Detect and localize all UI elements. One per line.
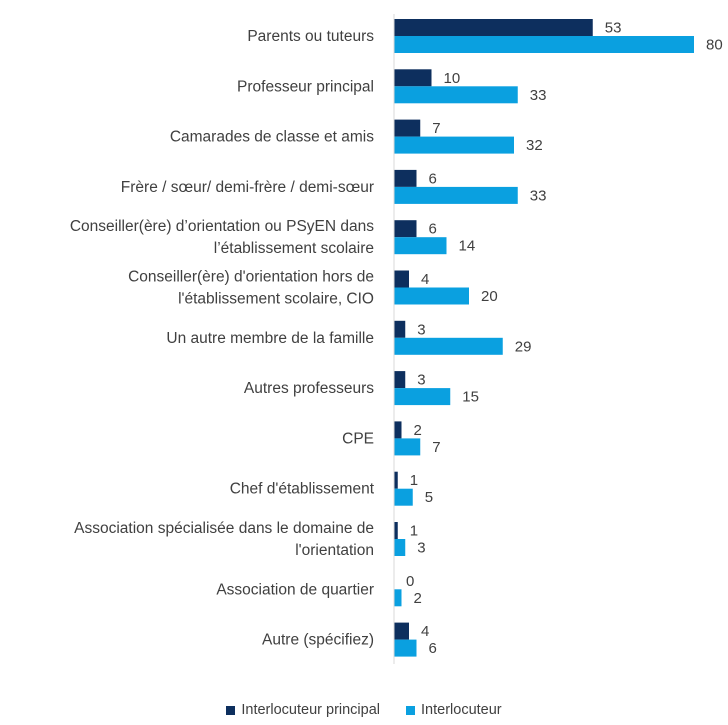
category-label-2: Professeur principal <box>237 78 374 95</box>
bar-series-2-cat-4 <box>394 186 518 204</box>
category-label-8: Autres professeurs <box>244 380 374 397</box>
category-label-1: Parents ou tuteurs <box>247 28 374 45</box>
bar-series-1-cat-10 <box>394 471 398 489</box>
category-label-7-line-1: Un autre membre de la famille <box>166 330 374 347</box>
category-label-3-line-1: Camarades de classe et amis <box>170 129 374 146</box>
bar-series-1-cat-11 <box>394 522 398 539</box>
category-label-11-line-1: Association spécialisée dans le domaine … <box>74 520 374 537</box>
legend-swatch-series-1 <box>226 705 236 715</box>
bar-series-2-cat-2 <box>394 86 518 104</box>
category-label-5-line-1: Conseiller(ère) d’orientation ou PSyEN d… <box>70 218 374 235</box>
data-label-series-2-cat-8: 15 <box>462 389 479 406</box>
bar-series-1-cat-13 <box>394 622 409 640</box>
data-label-series-1-cat-2: 10 <box>444 70 461 87</box>
data-label-series-2-cat-11: 3 <box>417 540 425 557</box>
category-label-6-line-2: l'établissement scolaire, CIO <box>178 291 374 308</box>
category-labels: Parents ou tuteurs Professeur principal Ca… <box>70 28 375 649</box>
data-label-series-1-cat-9: 2 <box>414 422 422 439</box>
legend-label-series-1: Interlocuteur principal <box>241 702 381 718</box>
category-label-9: CPE <box>342 430 374 447</box>
bar-series-2-cat-13 <box>394 639 417 657</box>
bar-series-2-cat-1 <box>394 36 694 53</box>
bar-series-1-cat-8 <box>394 371 406 389</box>
category-label-8-line-1: Autres professeurs <box>244 380 374 397</box>
bar-series-1-cat-3 <box>394 119 421 137</box>
bar-series-1-cat-4 <box>394 169 417 187</box>
data-label-series-2-cat-6: 20 <box>481 288 498 305</box>
bar-series-2-cat-7 <box>394 337 503 355</box>
category-label-5-line-2: l’établissement scolaire <box>214 240 374 257</box>
category-label-6-line-1: Conseiller(ère) d'orientation hors de <box>128 269 374 286</box>
bar-series-1-cat-2 <box>394 69 432 87</box>
data-label-series-1-cat-8: 3 <box>417 372 425 389</box>
data-label-series-1-cat-6: 4 <box>421 271 429 288</box>
legend: Interlocuteur principal Interlocuteur <box>0 702 728 718</box>
category-label-3: Camarades de classe et amis <box>170 129 374 146</box>
category-label-9-line-1: CPE <box>342 430 374 447</box>
data-label-series-1-cat-11: 1 <box>410 523 418 540</box>
category-label-11-line-2: l'orientation <box>295 542 374 559</box>
bar-series-1-cat-7 <box>394 320 406 338</box>
category-label-6: Conseiller(ère) d'orientation hors de l'é… <box>128 269 374 308</box>
category-label-13-line-1: Autre (spécifiez) <box>262 632 374 649</box>
category-label-10-line-1: Chef d'établissement <box>230 481 375 498</box>
data-label-series-1-cat-10: 1 <box>410 472 418 489</box>
legend-label-series-2: Interlocuteur <box>421 702 502 718</box>
category-label-5: Conseiller(ère) d’orientation ou PSyEN d… <box>70 218 374 257</box>
bar-series-2-cat-6 <box>394 287 469 305</box>
category-label-1-line-1: Parents ou tuteurs <box>247 28 374 45</box>
bar-series-1-cat-1 <box>394 19 593 36</box>
bar-series-1-cat-6 <box>394 270 409 288</box>
category-label-4-line-1: Frère / sœur/ demi-frère / demi-sœur <box>121 179 374 196</box>
legend-swatch-series-2 <box>406 705 416 715</box>
bar-series-2-cat-9 <box>394 438 421 456</box>
data-label-series-2-cat-5: 14 <box>459 238 476 255</box>
data-label-series-2-cat-13: 6 <box>429 640 437 657</box>
category-label-7: Un autre membre de la famille <box>166 330 374 347</box>
bar-series-2-cat-11 <box>394 539 406 556</box>
data-label-series-1-cat-12: 0 <box>406 573 414 590</box>
data-label-series-2-cat-12: 2 <box>414 590 422 607</box>
category-label-12-line-1: Association de quartier <box>216 581 374 598</box>
data-label-series-2-cat-3: 32 <box>526 137 543 154</box>
category-label-2-line-1: Professeur principal <box>237 78 374 95</box>
data-label-series-2-cat-10: 5 <box>425 489 433 506</box>
data-label-series-1-cat-5: 6 <box>429 221 437 238</box>
bar-series-1-cat-5 <box>394 220 417 238</box>
data-label-series-1-cat-3: 7 <box>432 120 440 137</box>
data-label-series-2-cat-9: 7 <box>432 439 440 456</box>
bar-series-2-cat-8 <box>394 388 451 406</box>
bar-series-2-cat-12 <box>394 589 402 607</box>
legend-item-series-2: Interlocuteur <box>406 702 502 718</box>
data-label-series-1-cat-13: 4 <box>421 623 429 640</box>
data-label-series-1-cat-4: 6 <box>429 170 437 187</box>
bar-series-2-cat-10 <box>394 488 413 506</box>
category-label-10: Chef d'établissement <box>230 481 375 498</box>
bar-series-1-cat-9 <box>394 421 402 439</box>
data-label-series-2-cat-2: 33 <box>530 87 547 104</box>
category-label-13: Autre (spécifiez) <box>262 632 374 649</box>
legend-item-series-1: Interlocuteur principal <box>226 702 380 718</box>
data-label-series-1-cat-7: 3 <box>417 321 425 338</box>
category-label-4: Frère / sœur/ demi-frère / demi-sœur <box>121 179 374 196</box>
data-label-series-2-cat-7: 29 <box>515 338 532 355</box>
data-label-series-1-cat-1: 53 <box>605 20 622 37</box>
data-label-series-2-cat-4: 33 <box>530 187 547 204</box>
bar-series-2-cat-5 <box>394 237 447 255</box>
bar-series-2-cat-3 <box>394 136 514 154</box>
category-label-12: Association de quartier <box>216 581 374 598</box>
data-label-series-2-cat-1: 80 <box>706 37 723 54</box>
category-label-11: Association spécialisée dans le domaine … <box>74 520 374 559</box>
